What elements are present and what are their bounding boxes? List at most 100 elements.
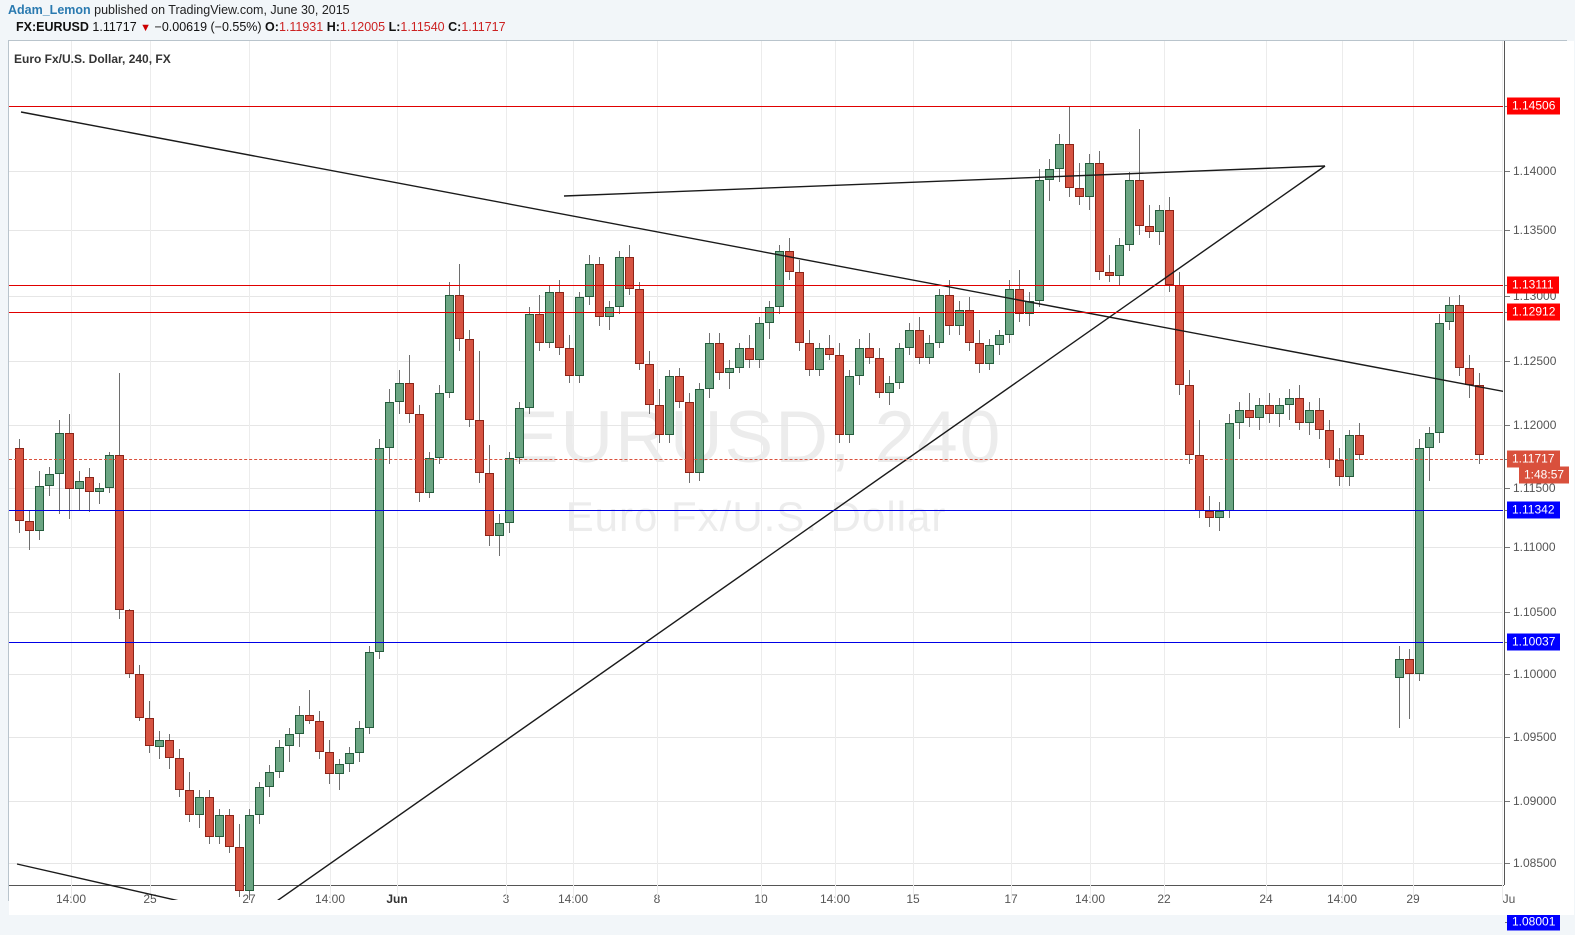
resistance-1.12912[interactable] (9, 312, 1503, 313)
candlestick (294, 41, 304, 900)
candle-body-bearish (1184, 385, 1194, 456)
candle-body-bearish (1074, 188, 1084, 198)
author-link[interactable]: Adam_Lemon (8, 3, 91, 17)
candle-body-bullish (34, 485, 44, 531)
candlestick (334, 41, 344, 900)
candle-wick (1428, 426, 1430, 481)
candlestick (824, 41, 834, 900)
candle-body-bullish (1434, 322, 1444, 433)
price-tick (1505, 171, 1510, 172)
candle-body-bearish (624, 257, 634, 289)
price-tick-label: 1.09000 (1513, 794, 1557, 808)
price-tick (1505, 361, 1510, 362)
candle-body-bullish (764, 307, 774, 323)
candlestick (894, 41, 904, 900)
candlestick (1034, 41, 1044, 900)
candle-body-bearish (1204, 510, 1214, 519)
candle-body-bullish (1044, 169, 1054, 180)
candlestick (964, 41, 974, 900)
candlestick (254, 41, 264, 900)
support-1.11342[interactable] (9, 510, 1503, 511)
candle-body-bearish (1244, 410, 1254, 418)
price-tick-label: 1.13500 (1513, 223, 1557, 237)
price-level-badge[interactable]: 1.14506 (1507, 97, 1561, 115)
candle-body-bearish (804, 342, 814, 371)
candlestick (984, 41, 994, 900)
price-level-badge[interactable]: 1.11342 (1507, 501, 1560, 519)
candle-body-bearish (784, 251, 794, 273)
resistance-1.14506[interactable] (9, 106, 1503, 107)
candle-wick (728, 360, 730, 389)
candle-body-bearish (114, 455, 124, 610)
price-level-badge[interactable]: 1.12912 (1507, 303, 1561, 321)
chart-title: Euro Fx/U.S. Dollar, 240, FX (14, 52, 171, 66)
candlestick (724, 41, 734, 900)
candlestick (1104, 41, 1114, 900)
candlestick (414, 41, 424, 900)
candlestick (1344, 41, 1354, 900)
candlestick (464, 41, 474, 900)
candle-wick (1048, 159, 1050, 201)
candle-body-bullish (904, 330, 914, 348)
open-value: 1.11931 (278, 20, 324, 34)
candle-body-bearish (824, 347, 834, 356)
current-price-1.11717[interactable] (9, 459, 1503, 460)
published-text: published on TradingView.com, June 30, 2… (90, 3, 350, 17)
chart-header: Adam_Lemon published on TradingView.com,… (0, 0, 1575, 38)
candle-body-bearish (1194, 455, 1204, 511)
candlestick (844, 41, 854, 900)
arrow-down-icon: ▼ (140, 22, 152, 34)
candle-body-bearish (874, 357, 884, 393)
candle-body-bearish (744, 347, 754, 361)
candle-body-bullish (1284, 397, 1294, 406)
candlestick (494, 41, 504, 900)
publisher-line: Adam_Lemon published on TradingView.com,… (8, 3, 350, 17)
candle-body-bullish (984, 345, 994, 364)
resistance-1.13111[interactable] (9, 285, 1503, 286)
price-axis[interactable]: 1.14000 1.13500 1.13000 1.12500 1.12000 1.115… (1504, 41, 1574, 931)
price-level-badge[interactable]: 1.11717 (1507, 450, 1560, 468)
candle-body-bullish (994, 335, 1004, 346)
symbol-label[interactable]: FX:EURUSD (16, 20, 89, 34)
candlestick (924, 41, 934, 900)
candlestick (1424, 41, 1434, 900)
price-level-badge[interactable]: 1.08001 (1507, 913, 1561, 931)
candlestick (154, 41, 164, 900)
candle-body-bearish (644, 363, 654, 406)
candle-body-bullish (574, 297, 584, 377)
candlestick (1204, 41, 1214, 900)
price-tick (1505, 863, 1510, 864)
candlestick (74, 41, 84, 900)
candlestick (394, 41, 404, 900)
candlestick (624, 41, 634, 900)
price-level-badge[interactable]: 1.13111 (1507, 276, 1559, 294)
candlestick (1354, 41, 1364, 900)
candle-body-bullish (1084, 163, 1094, 198)
price-tick-label: 1.08500 (1513, 856, 1557, 870)
candle-body-bearish (594, 263, 604, 318)
candlestick (434, 41, 444, 900)
candlestick (514, 41, 524, 900)
candlestick (794, 41, 804, 900)
candle-body-bearish (484, 473, 494, 536)
chart-plot-area[interactable]: EURUSD, 240 Euro Fx/U.S. Dollar (9, 41, 1503, 900)
price-level-badge[interactable]: 1.10037 (1507, 633, 1561, 651)
price-tick (1505, 296, 1510, 297)
low-label: L: (388, 20, 401, 34)
candle-body-bullish (514, 407, 524, 458)
gridline-vertical (249, 41, 250, 900)
candlestick (64, 41, 74, 900)
candle-body-bullish (214, 815, 224, 837)
candle-body-bullish (924, 342, 934, 358)
candlestick (1014, 41, 1024, 900)
candle-body-bearish (974, 342, 984, 364)
candle-body-bearish (404, 382, 414, 415)
candle-body-bullish (1304, 410, 1314, 423)
close-label: C: (448, 20, 462, 34)
candlestick (124, 41, 134, 900)
candle-body-bullish (344, 752, 354, 765)
candle-body-bearish (914, 330, 924, 358)
candlestick (1254, 41, 1264, 900)
support-1.10037[interactable] (9, 642, 1503, 643)
candle-body-bullish (1034, 179, 1044, 302)
